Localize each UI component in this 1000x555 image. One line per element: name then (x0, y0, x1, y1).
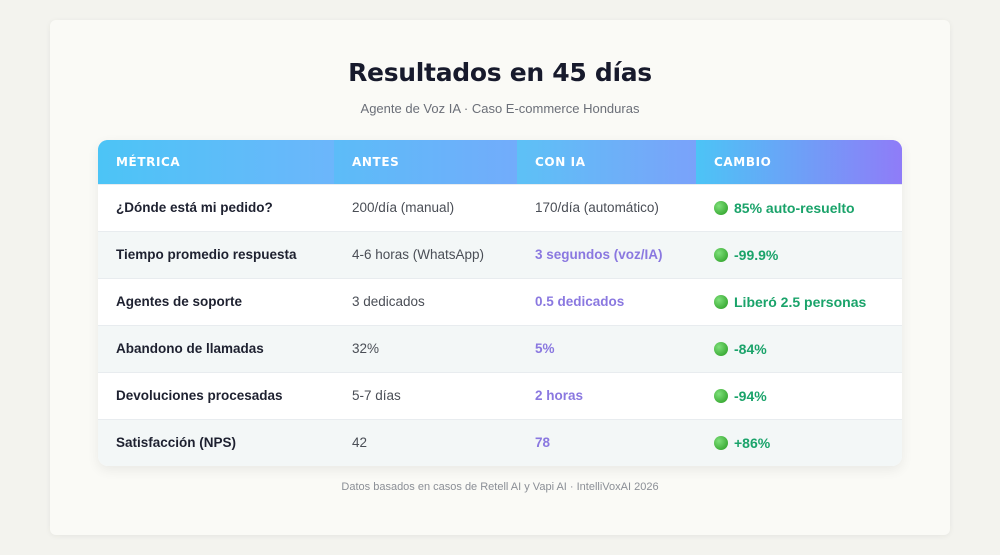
results-card: Resultados en 45 días Agente de Voz IA ·… (50, 20, 950, 535)
change-value: -99.9% (734, 246, 779, 263)
green-circle-icon (714, 294, 728, 309)
page-subtitle: Agente de Voz IA · Caso E-commerce Hondu… (360, 101, 640, 116)
column-header-before: ANTES (334, 140, 517, 184)
change-cell: Liberó 2.5 personas (696, 278, 902, 325)
change-value: +86% (734, 434, 771, 451)
table-row: Abandono de llamadas 32% 5% -84% (98, 325, 902, 372)
with-ai-cell: 170/día (automático) (535, 200, 659, 215)
change-value: Liberó 2.5 personas (734, 293, 867, 310)
change-cell: -94% (696, 372, 902, 419)
before-cell: 3 dedicados (352, 294, 425, 309)
before-cell: 32% (352, 341, 380, 356)
column-header-with-ai: CON IA (517, 140, 696, 184)
change-cell: 85% auto-resuelto (696, 184, 902, 231)
with-ai-cell: 2 horas (535, 388, 584, 403)
before-cell: 200/día (manual) (352, 200, 455, 215)
metric-cell: Abandono de llamadas (116, 341, 264, 356)
change-cell: -84% (696, 325, 902, 372)
table-row: Tiempo promedio respuesta 4-6 horas (Wha… (98, 231, 902, 278)
change-value: -94% (734, 387, 767, 404)
metric-cell: Agentes de soporte (116, 294, 243, 309)
footer-note: Datos basados en casos de Retell AI y Va… (341, 481, 659, 493)
page-title: Resultados en 45 días (348, 58, 652, 87)
metric-cell: Tiempo promedio respuesta (116, 247, 297, 262)
change-value: 85% auto-resuelto (734, 199, 855, 216)
table-row: ¿Dónde está mi pedido? 200/día (manual) … (98, 184, 902, 231)
change-cell: +86% (696, 419, 902, 466)
column-header-change: CAMBIO (696, 140, 902, 184)
before-cell: 4-6 horas (WhatsApp) (352, 247, 485, 262)
with-ai-cell: 0.5 dedicados (535, 294, 625, 309)
green-circle-icon (714, 200, 728, 215)
with-ai-cell: 78 (535, 435, 551, 451)
green-circle-icon (714, 341, 728, 356)
before-cell: 5-7 días (352, 388, 401, 403)
with-ai-cell: 3 segundos (voz/IA) (535, 247, 663, 262)
change-cell: -99.9% (696, 231, 902, 278)
with-ai-cell: 5% (535, 341, 555, 356)
green-circle-icon (714, 388, 728, 403)
table-row: Satisfacción (NPS) 42 78 +86% (98, 419, 902, 466)
green-circle-icon (714, 435, 728, 450)
column-header-metric: MÉTRICA (98, 140, 334, 184)
metric-cell: ¿Dónde está mi pedido? (116, 200, 273, 215)
metric-cell: Devoluciones procesadas (116, 388, 283, 403)
results-table-container: MÉTRICA ANTES CON IA CAMBIO ¿Dónde está … (98, 140, 902, 466)
before-cell: 42 (352, 435, 368, 451)
results-table: MÉTRICA ANTES CON IA CAMBIO ¿Dónde está … (98, 140, 902, 466)
metric-cell: Satisfacción (NPS) (116, 435, 237, 451)
change-value: -84% (734, 340, 767, 357)
table-row: Agentes de soporte 3 dedicados 0.5 dedic… (98, 278, 902, 325)
table-row: Devoluciones procesadas 5-7 días 2 horas… (98, 372, 902, 419)
green-circle-icon (714, 247, 728, 262)
table-header-row: MÉTRICA ANTES CON IA CAMBIO (98, 140, 902, 184)
